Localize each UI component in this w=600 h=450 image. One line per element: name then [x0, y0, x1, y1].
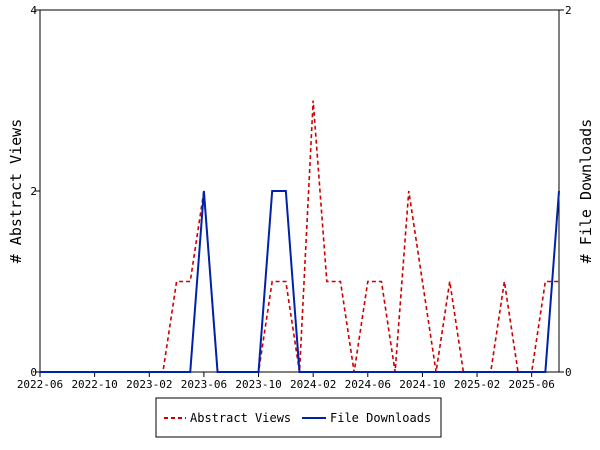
x-tick-label: 2024-10 [399, 378, 445, 391]
y-axis-title-right: # File Downloads [577, 119, 595, 264]
x-tick-label: 2022-10 [71, 378, 117, 391]
x-tick-label: 2022-06 [17, 378, 63, 391]
series-group [40, 100, 560, 373]
x-tick-label: 2024-02 [290, 378, 336, 391]
series-line-file-downloads [40, 190, 560, 373]
legend: Abstract Views File Downloads [155, 397, 442, 438]
y2-tick-label: 2 [565, 4, 572, 17]
y2-tick-label: 0 [565, 366, 572, 379]
y-tick-label: 0 [30, 366, 37, 379]
x-tick-label: 2023-02 [126, 378, 172, 391]
x-tick-label: 2023-06 [181, 378, 227, 391]
x-tick-label: 2025-06 [509, 378, 555, 391]
x-tick-label: 2025-02 [454, 378, 500, 391]
legend-label-file-downloads: File Downloads [330, 411, 431, 425]
x-axis: 2022-06 2022-10 2023-02 2023-06 2023-10 2024-… [17, 372, 555, 391]
y-axis-right: 02 [559, 4, 572, 379]
y-axis-title-left: # Abstract Views [7, 119, 25, 264]
plot-area [39, 9, 560, 373]
y-tick-label: 2 [30, 185, 37, 198]
x-tick-label: 2023-10 [235, 378, 281, 391]
legend-box [155, 397, 442, 438]
y-axis-left: 0 2 4 [30, 4, 40, 379]
x-tick-label: 2024-06 [345, 378, 391, 391]
legend-label-abstract-views: Abstract Views [190, 411, 291, 425]
y-tick-label: 4 [30, 4, 37, 17]
